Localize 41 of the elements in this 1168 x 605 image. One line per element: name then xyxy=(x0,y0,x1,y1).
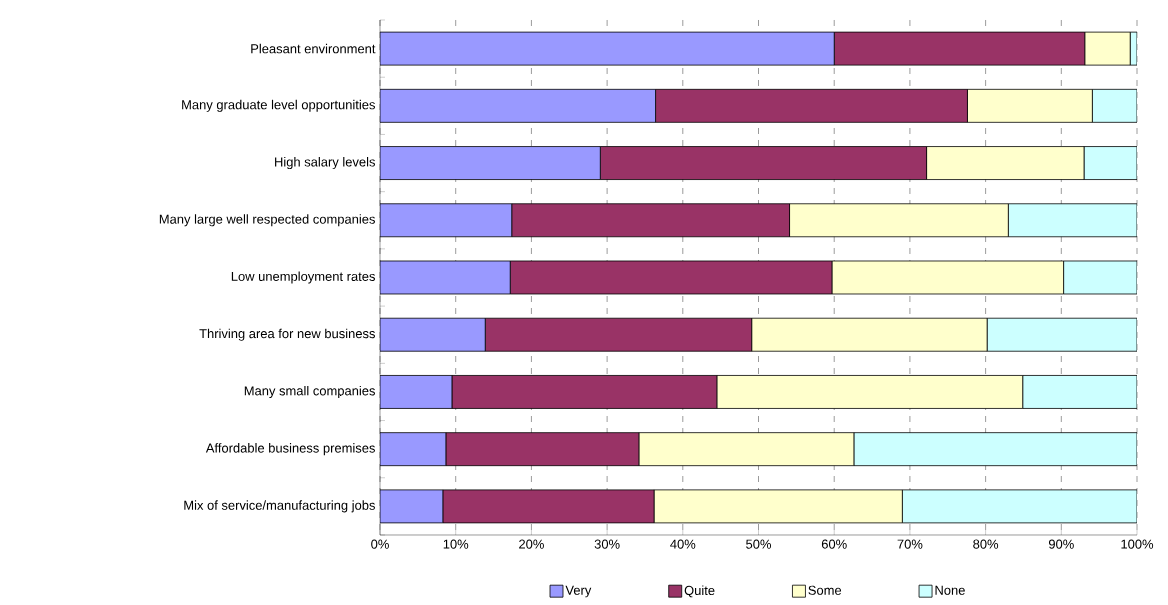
x-tick-label: 80% xyxy=(973,539,999,549)
y-tick-label: Many large well respected companies xyxy=(159,214,375,227)
y-tick-label: Many graduate level opportunities xyxy=(182,99,375,112)
x-tick-label: 20% xyxy=(519,539,544,549)
bar xyxy=(1007,203,1138,238)
bar xyxy=(380,88,656,123)
x-tick-label: 0% xyxy=(371,539,389,549)
bar xyxy=(1063,260,1138,295)
x-tick-label: 30% xyxy=(594,539,620,549)
bar xyxy=(1022,375,1138,409)
x-tick-label: 60% xyxy=(821,539,847,549)
bar xyxy=(380,375,453,409)
x-tick-label: 40% xyxy=(670,539,696,549)
bar xyxy=(380,146,601,180)
bar xyxy=(986,317,1138,352)
bar xyxy=(901,489,1138,524)
y-tick-label: Thriving area for new business xyxy=(199,328,375,341)
x-tick-label: 100% xyxy=(1121,539,1154,549)
y-tick-label: Many small companies xyxy=(244,385,375,398)
bar xyxy=(1083,146,1138,180)
y-tick-label: Affordable business premises xyxy=(205,443,375,456)
bar xyxy=(853,432,1138,467)
bar xyxy=(380,203,513,238)
y-tick-label: Low unemployment rates xyxy=(231,271,375,284)
bar xyxy=(380,489,444,524)
bar xyxy=(1091,88,1138,123)
bar xyxy=(380,317,486,352)
x-tick-label: 70% xyxy=(897,539,923,549)
bar xyxy=(380,432,447,467)
legend-label: None xyxy=(935,585,965,595)
legend-label: Some xyxy=(808,585,842,595)
legend-label: Quite xyxy=(684,585,715,598)
bar xyxy=(380,260,511,295)
y-tick-label: Pleasant environment xyxy=(251,43,376,54)
y-tick-label: Mix of service/manufacturing jobs xyxy=(184,500,375,513)
legend-label: Very xyxy=(565,585,592,598)
x-tick-label: 10% xyxy=(443,539,469,549)
bar xyxy=(380,31,835,66)
x-tick-label: 90% xyxy=(1048,539,1074,549)
y-tick-label: High salary levels xyxy=(275,157,375,170)
x-tick-label: 50% xyxy=(746,539,772,549)
